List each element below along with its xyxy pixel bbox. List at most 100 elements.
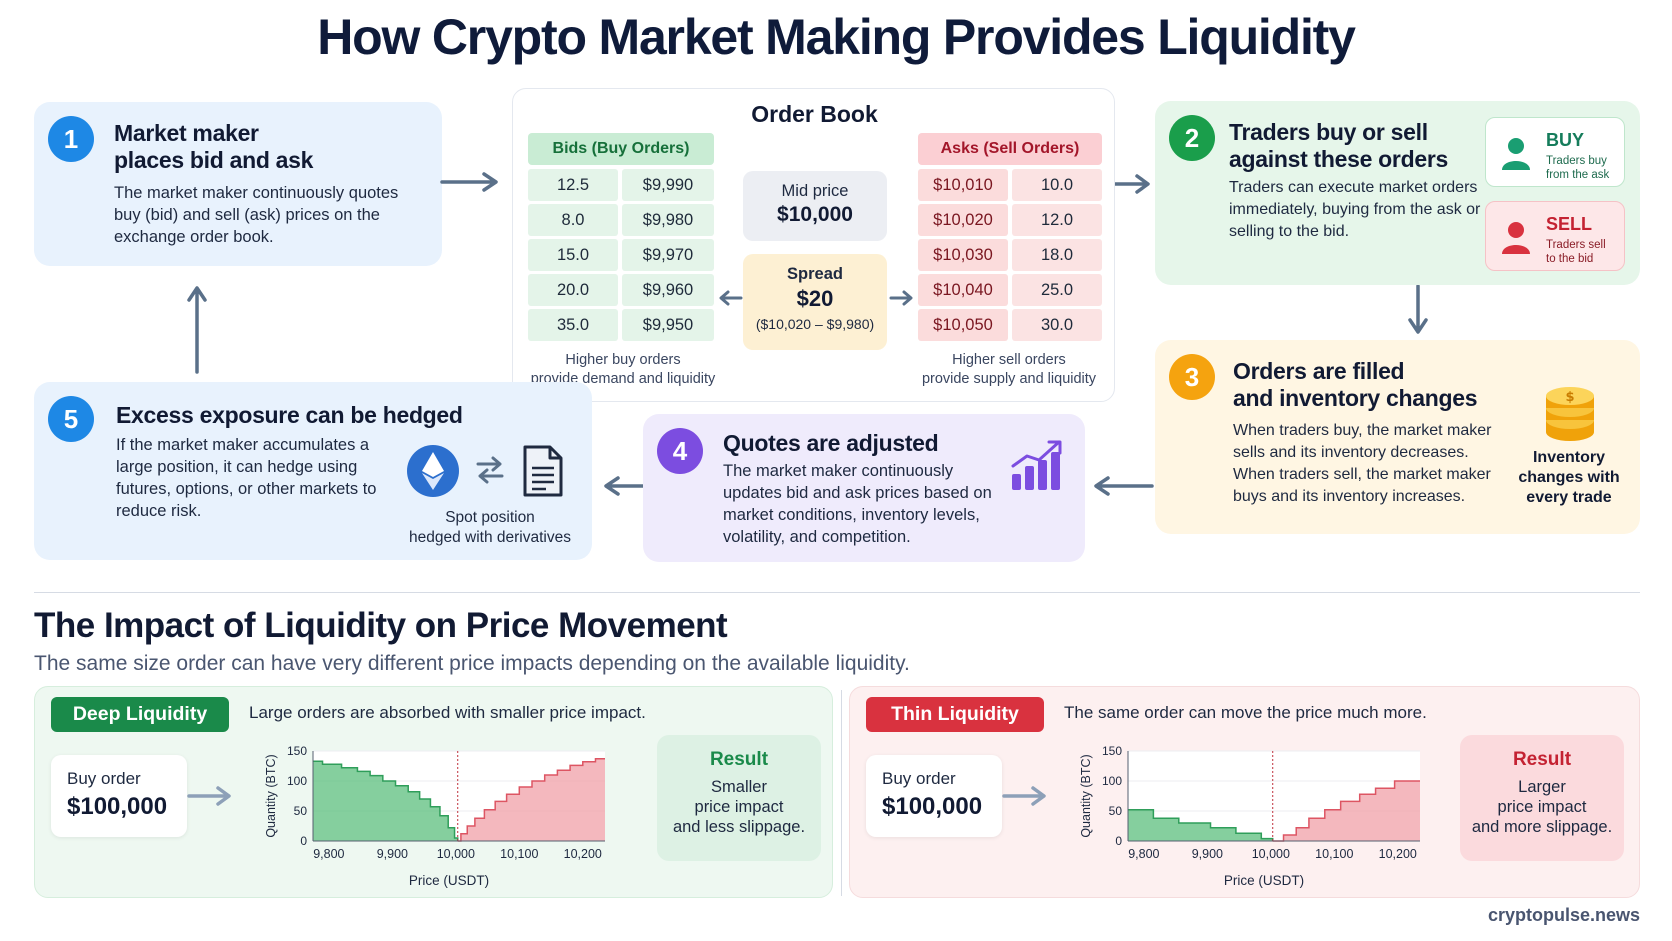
step2-card: 2 Traders buy or sell against these orde… (1155, 101, 1640, 285)
deep-result-card: Result Smaller price impact and less sli… (657, 735, 821, 861)
buy-card: BUY Traders buy from the ask (1485, 117, 1625, 187)
arrow-left-icon (719, 290, 743, 306)
step3-card: 3 Orders are filled and inventory change… (1155, 340, 1640, 534)
x-tick-label: 9,900 (377, 847, 408, 861)
inventory-caption: Inventory changes with every trade (1518, 449, 1620, 506)
bid-qty: 12.5 (528, 169, 618, 201)
step5-number: 5 (48, 396, 94, 442)
arrow-right-icon (187, 786, 231, 806)
x-tick-label: 10,200 (564, 847, 602, 861)
x-tick-label: 10,200 (1379, 847, 1417, 861)
bid-price: $9,950 (622, 309, 714, 341)
y-tick-label: 0 (300, 834, 307, 848)
y-tick-label: 150 (1102, 744, 1122, 758)
x-axis-label: Price (USDT) (1224, 873, 1304, 888)
result-title: Result (709, 749, 769, 770)
user-icon (1502, 138, 1530, 170)
bid-depth-line (313, 760, 459, 841)
divider (34, 592, 1640, 593)
step3-number: 3 (1169, 354, 1215, 400)
step1-number: 1 (48, 116, 94, 162)
sell-desc: Traders sell to the bid (1546, 239, 1606, 265)
bid-qty: 8.0 (528, 204, 618, 236)
y-tick-label: 50 (1109, 804, 1123, 818)
mid-price-label: Mid price (781, 182, 849, 200)
step4-title: Quotes are adjusted (723, 430, 939, 456)
arrow-down-icon (1408, 284, 1428, 334)
ask-qty: 18.0 (1012, 239, 1102, 271)
arrow-left-icon (604, 476, 648, 496)
page-title: How Crypto Market Making Provides Liquid… (317, 9, 1356, 65)
result-title: Result (1512, 749, 1572, 770)
ask-price: $10,040 (918, 274, 1008, 306)
bid-depth-area (313, 761, 458, 841)
ask-price: $10,020 (918, 204, 1008, 236)
section2-subtitle: The same size order can have very differ… (34, 652, 910, 675)
hedge-caption: Spot position hedged with derivatives (409, 509, 571, 546)
x-tick-label: 10,100 (1315, 847, 1353, 861)
buy-order-label: Buy order (67, 769, 141, 788)
thin-liquidity-pill: Thin Liquidity (866, 697, 1044, 732)
svg-text:$: $ (1565, 390, 1574, 405)
bid-qty: 20.0 (528, 274, 618, 306)
deep-buy-order-card: Buy order $100,000 (51, 755, 187, 837)
step4-body: The market maker continuously updates bi… (723, 462, 992, 546)
arrow-right-icon (889, 290, 913, 306)
sell-card: SELL Traders sell to the bid (1485, 201, 1625, 271)
section2-title: The Impact of Liquidity on Price Movemen… (34, 606, 728, 645)
step5-title: Excess exposure can be hedged (116, 402, 463, 428)
thin-liquidity-desc: The same order can move the price much m… (1064, 703, 1427, 722)
ask-depth-area (457, 758, 605, 841)
growth-chart-icon (1011, 440, 1062, 490)
result-body: Smaller price impact and less slippage. (672, 778, 806, 836)
ask-depth-line (457, 758, 605, 842)
buy-label: BUY (1546, 130, 1585, 150)
step4-number: 4 (657, 428, 703, 474)
bids-header: Bids (Buy Orders) (528, 133, 714, 165)
arrow-right-icon (1112, 174, 1150, 194)
y-tick-label: 100 (287, 774, 307, 788)
panel-divider (841, 690, 842, 896)
result-body: Larger price impact and more slippage. (1471, 778, 1613, 836)
y-tick-label: 0 (1115, 834, 1122, 848)
arrow-left-icon (1094, 476, 1154, 496)
buy-order-label: Buy order (882, 769, 956, 788)
bid-price: $9,990 (622, 169, 714, 201)
x-tick-label: 9,800 (1128, 847, 1159, 861)
thin-result-card: Result Larger price impact and more slip… (1460, 735, 1624, 861)
thin-liquidity-panel: Thin Liquidity The same order can move t… (849, 686, 1640, 898)
step2-number: 2 (1169, 115, 1215, 161)
ask-price: $10,030 (918, 239, 1008, 271)
buy-order-value: $100,000 (67, 793, 168, 820)
step2-title: Traders buy or sell against these orders (1229, 119, 1448, 172)
ask-price: $10,050 (918, 309, 1008, 341)
x-tick-label: 9,900 (1192, 847, 1223, 861)
step2-body: Traders can execute market orders immedi… (1229, 179, 1481, 240)
step5-body: If the market maker accumulates a large … (116, 436, 377, 520)
step5-card: 5 Excess exposure can be hedged If the m… (34, 382, 592, 560)
bid-price: $9,970 (622, 239, 714, 271)
asks-header: Asks (Sell Orders) (918, 133, 1102, 165)
y-tick-label: 100 (1102, 774, 1122, 788)
y-tick-label: 150 (287, 744, 307, 758)
asks-note: Higher sell orders provide supply and li… (921, 352, 1097, 387)
spread-calc: ($10,020 – $9,980) (755, 316, 875, 332)
arrow-up-icon (187, 286, 207, 374)
order-book-card: Order Book Bids (Buy Orders) Asks (Sell … (512, 88, 1115, 402)
spread-label: Spread (787, 265, 843, 283)
ask-qty: 25.0 (1012, 274, 1102, 306)
x-axis-label: Price (USDT) (409, 873, 489, 888)
deep-liquidity-depth-chart: 0 50 100 150 9,800 9,900 10,000 10,100 10,200 Pri… (264, 744, 605, 888)
y-axis-label: Quantity (BTC) (1079, 754, 1093, 837)
ethereum-icon (407, 445, 459, 497)
bid-price: $9,960 (622, 274, 714, 306)
ask-qty: 12.0 (1012, 204, 1102, 236)
deep-liquidity-desc: Large orders are absorbed with smaller p… (249, 703, 646, 722)
ask-depth-line (1272, 780, 1420, 842)
arrow-right-icon (440, 172, 498, 192)
step3-title: Orders are filled and inventory changes (1233, 358, 1478, 411)
ask-qty: 30.0 (1012, 309, 1102, 341)
step4-card: 4 Quotes are adjusted The market maker c… (643, 414, 1085, 562)
x-tick-label: 10,000 (437, 847, 475, 861)
bids-note: Higher buy orders provide demand and liq… (530, 352, 716, 387)
